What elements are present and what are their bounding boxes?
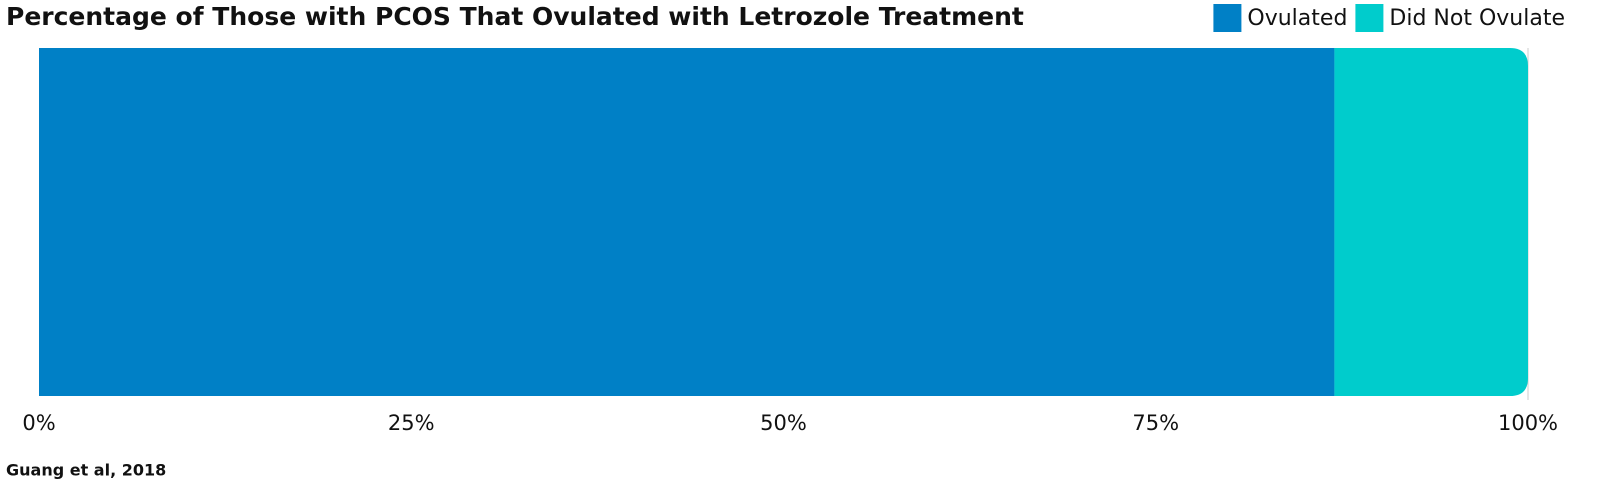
legend-swatch [1213, 4, 1242, 32]
legend-label: Did Not Ovulate [1389, 6, 1565, 31]
x-tick-label: 50% [760, 411, 807, 435]
legend-label: Ovulated [1247, 6, 1347, 31]
bar-segment [39, 48, 1335, 396]
x-tick-label: 75% [1132, 411, 1179, 435]
chart-title: Percentage of Those with PCOS That Ovula… [6, 2, 1024, 31]
bar-segment [1334, 48, 1528, 396]
source-note: Guang et al, 2018 [6, 461, 166, 480]
legend-swatch [1355, 4, 1384, 32]
x-tick-label: 25% [388, 411, 435, 435]
x-tick-label: 0% [22, 411, 55, 435]
x-tick-label: 100% [1498, 411, 1558, 435]
